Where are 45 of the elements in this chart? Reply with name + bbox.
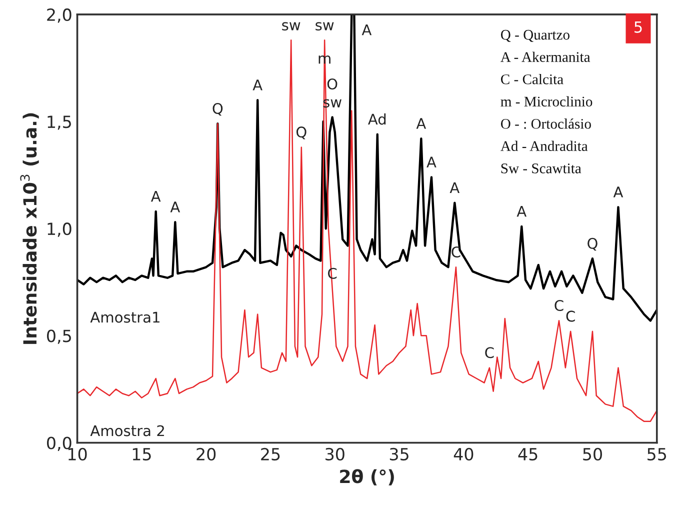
x-tick-label: 45 xyxy=(518,448,538,460)
x-tick-label: 30 xyxy=(326,448,344,460)
annotation: Sw - Scawtita xyxy=(501,164,582,174)
annotation: Ad - Andradita xyxy=(500,140,588,152)
annotation: 5 xyxy=(634,21,642,33)
annotation: A - Akermanita xyxy=(500,52,590,62)
x-tick-label: 40 xyxy=(454,448,474,460)
annotation: O - : Ortoclásio xyxy=(500,118,591,129)
x-tick-label: 25 xyxy=(261,448,280,460)
y-tick-label: 1,0 xyxy=(48,222,72,237)
annotation: A xyxy=(362,24,372,36)
y-axis-title: Intensidade x10$^{3}$ (u.a.) xyxy=(20,113,39,344)
annotation: C xyxy=(452,246,460,258)
annotation: C xyxy=(566,310,575,322)
annotation: Q - Quartzo xyxy=(500,30,570,42)
annotation: A xyxy=(416,118,426,129)
annotation: Ad xyxy=(368,113,386,125)
x-tick-label: 50 xyxy=(583,448,602,460)
x-tick-label: 55 xyxy=(648,448,666,460)
annotation: A xyxy=(613,186,624,198)
annotation: sw xyxy=(282,22,300,30)
annotation: C - Calcita xyxy=(500,74,564,84)
annotation: A xyxy=(252,80,262,90)
annotation: A xyxy=(170,202,180,212)
annotation: O xyxy=(327,78,338,90)
x-tick-label: 15 xyxy=(132,448,151,460)
annotation: Q xyxy=(296,126,306,140)
x-tick-label: 35 xyxy=(390,448,408,460)
x-axis-title: 2θ (°) xyxy=(340,469,394,486)
annotation: A xyxy=(426,156,436,168)
annotation: A xyxy=(516,206,527,217)
annotation: Q xyxy=(588,238,598,251)
annotation: Q xyxy=(212,102,223,116)
y-tick-label: 0,5 xyxy=(47,330,71,344)
annotation: A xyxy=(150,190,161,202)
annotation: sw xyxy=(316,22,334,30)
series-label: Amostra1 xyxy=(90,312,160,323)
y-tick-label: 1,5 xyxy=(48,116,71,130)
annotation: m - Microclinio xyxy=(500,96,592,107)
y-tick-label: 2,0 xyxy=(47,8,72,23)
annotation: C xyxy=(485,347,494,358)
x-tick-label: 20 xyxy=(196,448,216,460)
annotation: A xyxy=(450,182,460,194)
text: Amostra 2 xyxy=(90,425,164,436)
annotation: C xyxy=(554,300,564,312)
